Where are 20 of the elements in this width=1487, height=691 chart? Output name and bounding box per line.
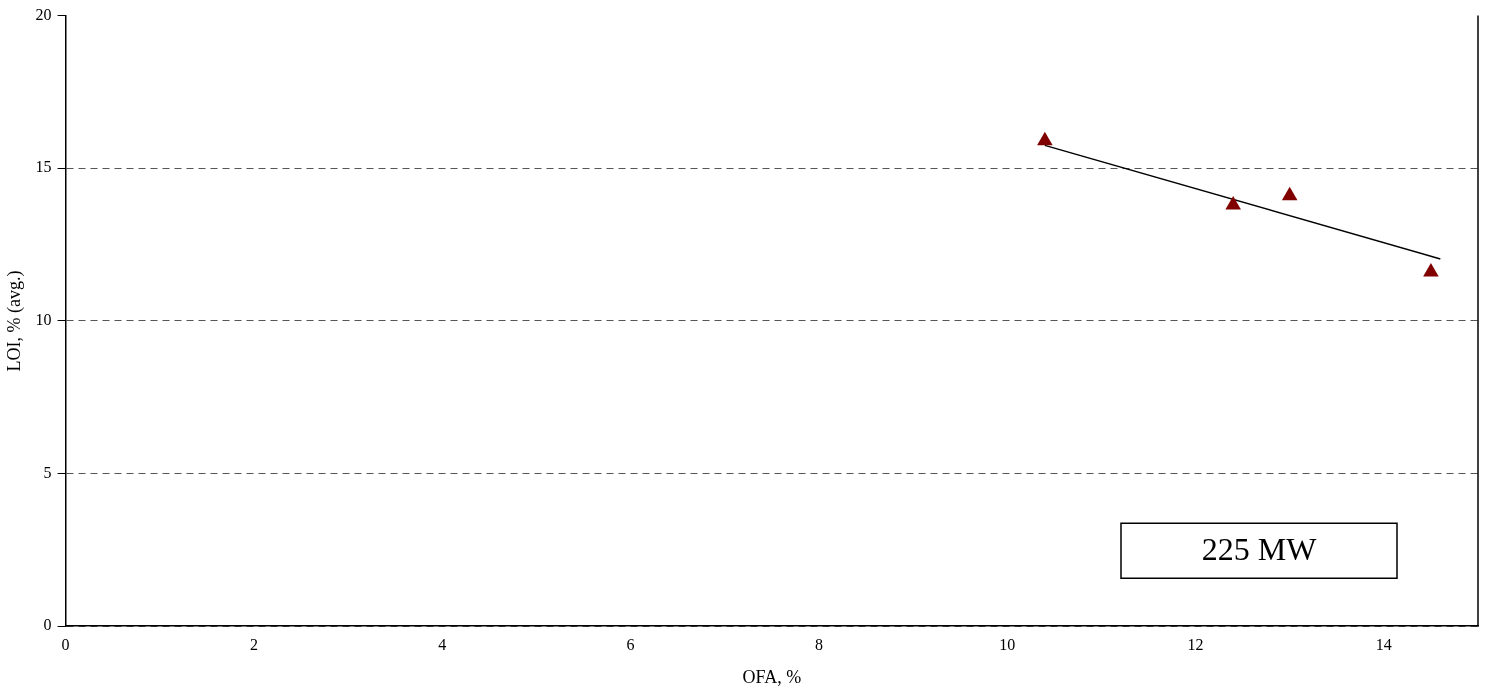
- point: [1423, 263, 1439, 277]
- x-tick-label: 6: [626, 636, 635, 653]
- point: [1037, 131, 1053, 146]
- y-tick-label: 20: [35, 5, 52, 23]
- x-axis-title: OFA, %: [742, 666, 802, 687]
- x-tick-label: 10: [999, 636, 1016, 653]
- y-tick-label: 0: [43, 616, 52, 634]
- y-tick-label: 15: [35, 158, 52, 176]
- x-tick-label: 0: [61, 636, 70, 653]
- point: [1281, 186, 1298, 201]
- x-tick-label: 12: [1187, 636, 1204, 653]
- y-tick-label: 10: [35, 311, 52, 329]
- x-tick-label: 8: [814, 636, 823, 653]
- point: [1225, 195, 1241, 210]
- y-axis-title: LOI, % (avg.): [3, 270, 25, 372]
- y-tick-label: 5: [43, 463, 52, 481]
- x-tick-label: 2: [249, 636, 258, 653]
- annotation: 225 MW: [1201, 531, 1318, 568]
- x-tick-label: 14: [1375, 636, 1392, 653]
- x-tick-label: 4: [438, 636, 447, 653]
